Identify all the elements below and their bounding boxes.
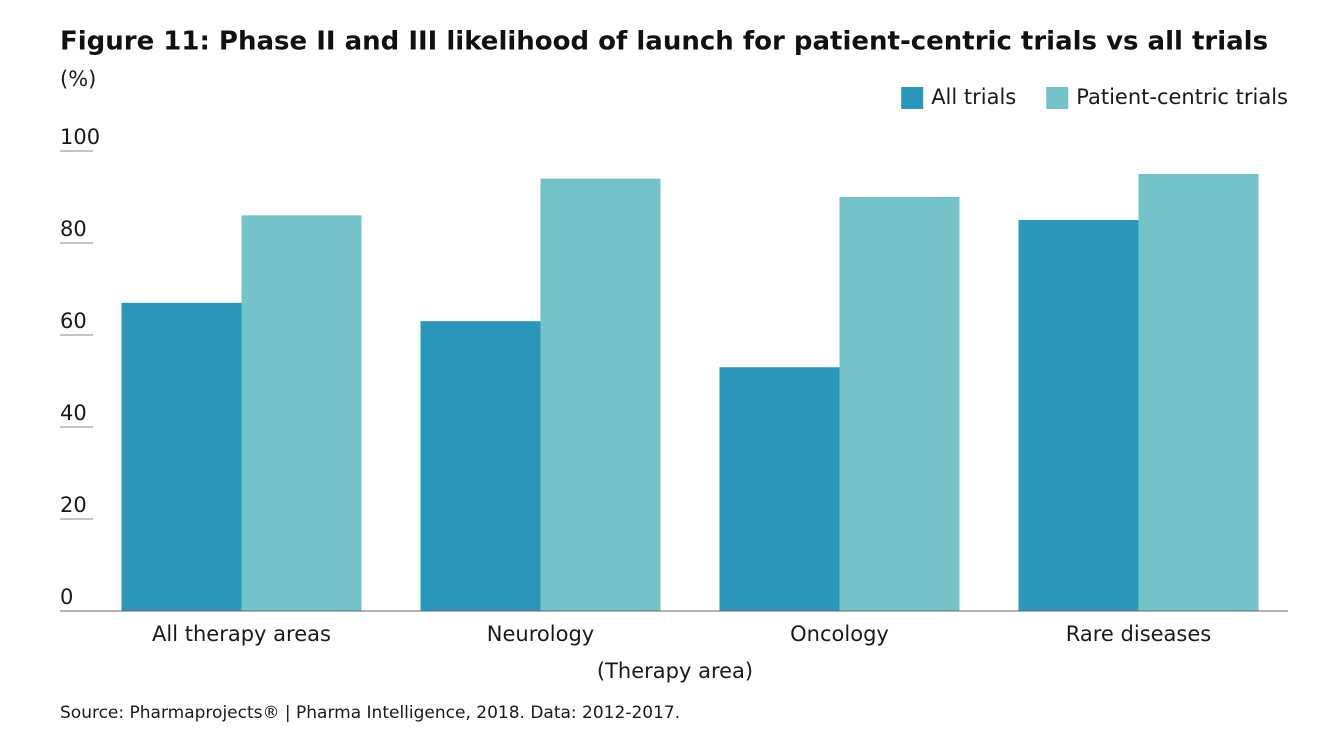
x-tick-label: Neurology xyxy=(487,622,594,646)
bar xyxy=(839,197,960,611)
y-tick-label: 100 xyxy=(60,125,100,149)
y-tick-label: 80 xyxy=(60,217,87,241)
legend-swatch xyxy=(901,87,924,109)
bar xyxy=(719,367,840,611)
y-tick-label: 40 xyxy=(60,401,87,425)
x-tick-label: Oncology xyxy=(790,622,889,646)
y-tick-label: 60 xyxy=(60,309,87,333)
y-tick-label: 0 xyxy=(60,585,73,609)
legend-swatch xyxy=(1046,87,1069,109)
bar xyxy=(540,178,661,611)
source-note: Source: Pharmaprojects® | Pharma Intelli… xyxy=(60,703,680,723)
y-tick-label: 20 xyxy=(60,493,87,517)
legend-label: All trials xyxy=(931,85,1016,109)
x-tick-label: Rare diseases xyxy=(1066,622,1211,646)
bar xyxy=(1138,174,1259,611)
chart-title: Figure 11: Phase II and III likelihood o… xyxy=(60,27,1268,57)
y-axis-label: (%) xyxy=(60,67,96,91)
x-tick-label: All therapy areas xyxy=(152,622,331,646)
x-axis-label: (Therapy area) xyxy=(597,659,753,683)
bar xyxy=(420,321,541,611)
bar xyxy=(121,302,242,611)
bar xyxy=(1018,220,1139,611)
legend-label: Patient-centric trials xyxy=(1076,85,1288,109)
bar xyxy=(241,215,362,611)
